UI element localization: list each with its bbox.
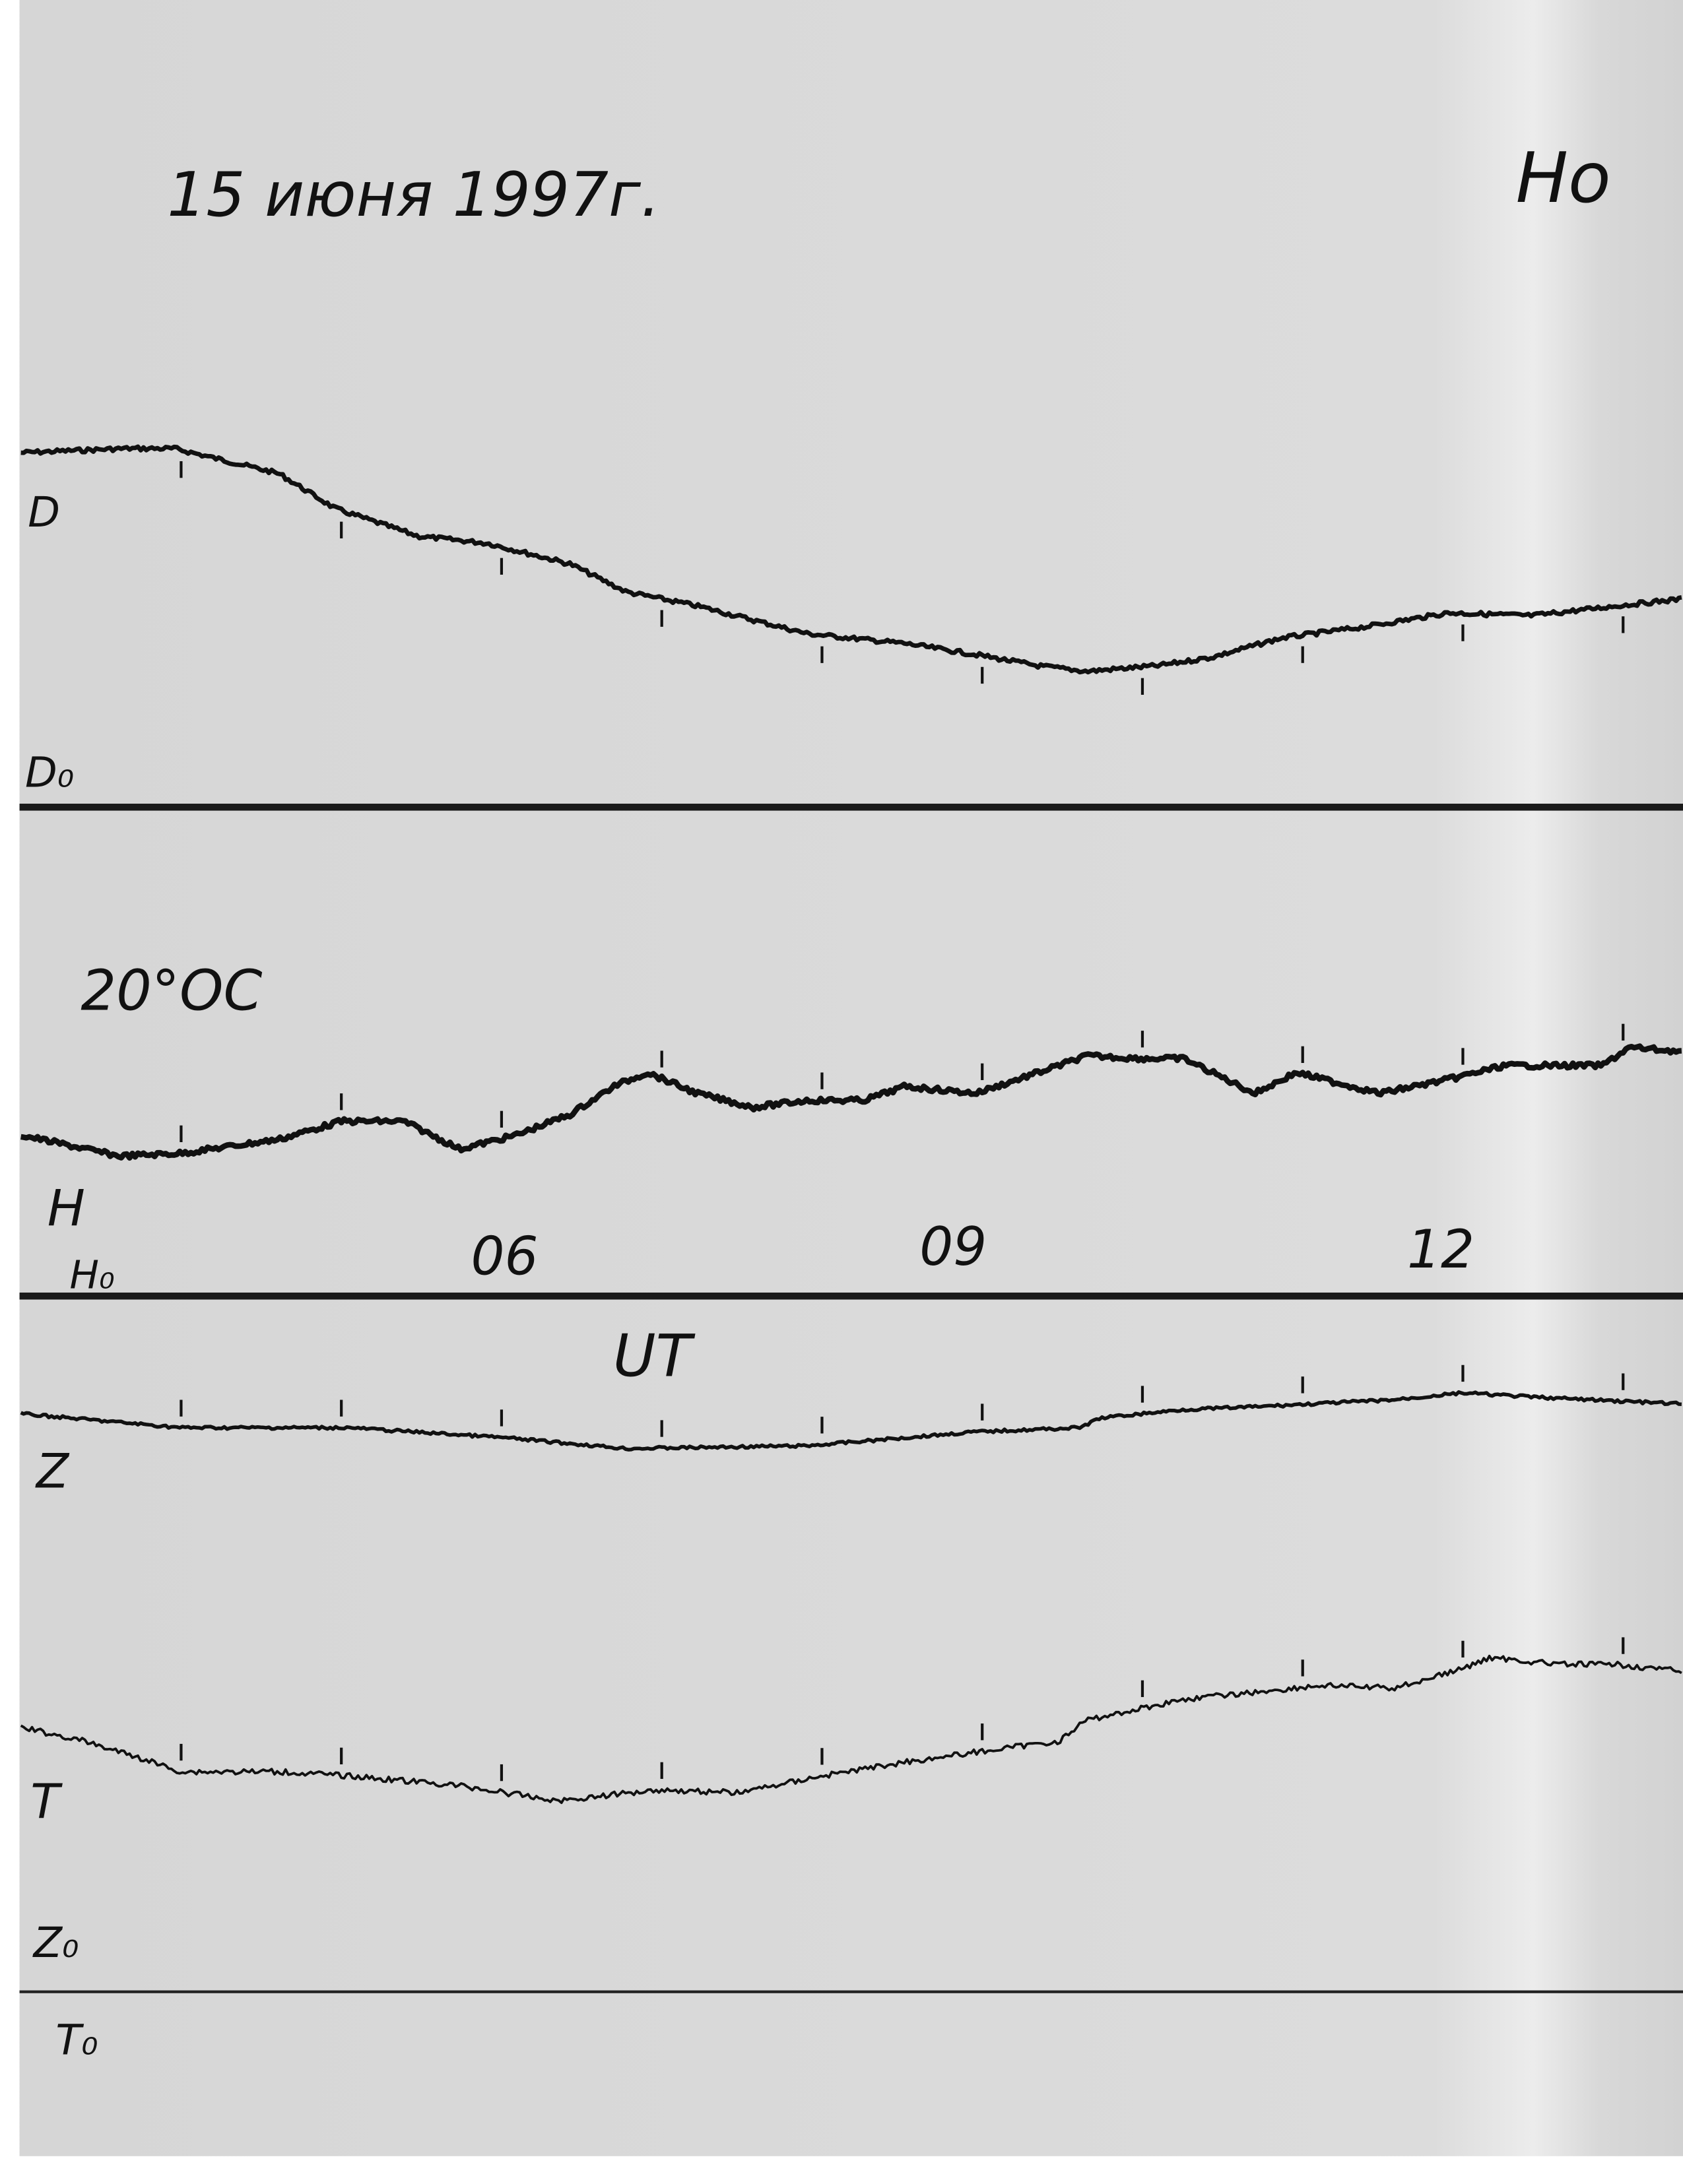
date-title: 15 июня 1997г. (167, 159, 660, 230)
paper (19, 0, 1683, 2156)
baseline-h0 (19, 1292, 1683, 1300)
label-z0: Z₀ (32, 1918, 79, 1967)
traces (20, 444, 1682, 1805)
label-d0: D₀ (25, 748, 74, 797)
label-h: H (48, 1179, 85, 1238)
baseline-d0 (19, 804, 1683, 811)
label-temperature: 20°OC (81, 958, 262, 1023)
label-t: T (30, 1774, 63, 1829)
trace-t (20, 1654, 1682, 1805)
trace-h (20, 1043, 1682, 1161)
tick-label-09: 09 (919, 1216, 987, 1277)
tick-label-12: 12 (1407, 1219, 1474, 1280)
station-name-partial: Но (1516, 137, 1611, 218)
label-z: Z (35, 1444, 70, 1499)
tick-label-06: 06 (471, 1226, 538, 1287)
time-axis-label: UT (613, 1322, 696, 1390)
label-d: D (28, 488, 60, 536)
baseline-t0 (19, 1990, 1683, 1993)
label-t0: T₀ (55, 2016, 98, 2065)
trace-d (20, 444, 1682, 675)
label-h0: H₀ (70, 1252, 115, 1298)
trace-z (20, 1390, 1682, 1452)
